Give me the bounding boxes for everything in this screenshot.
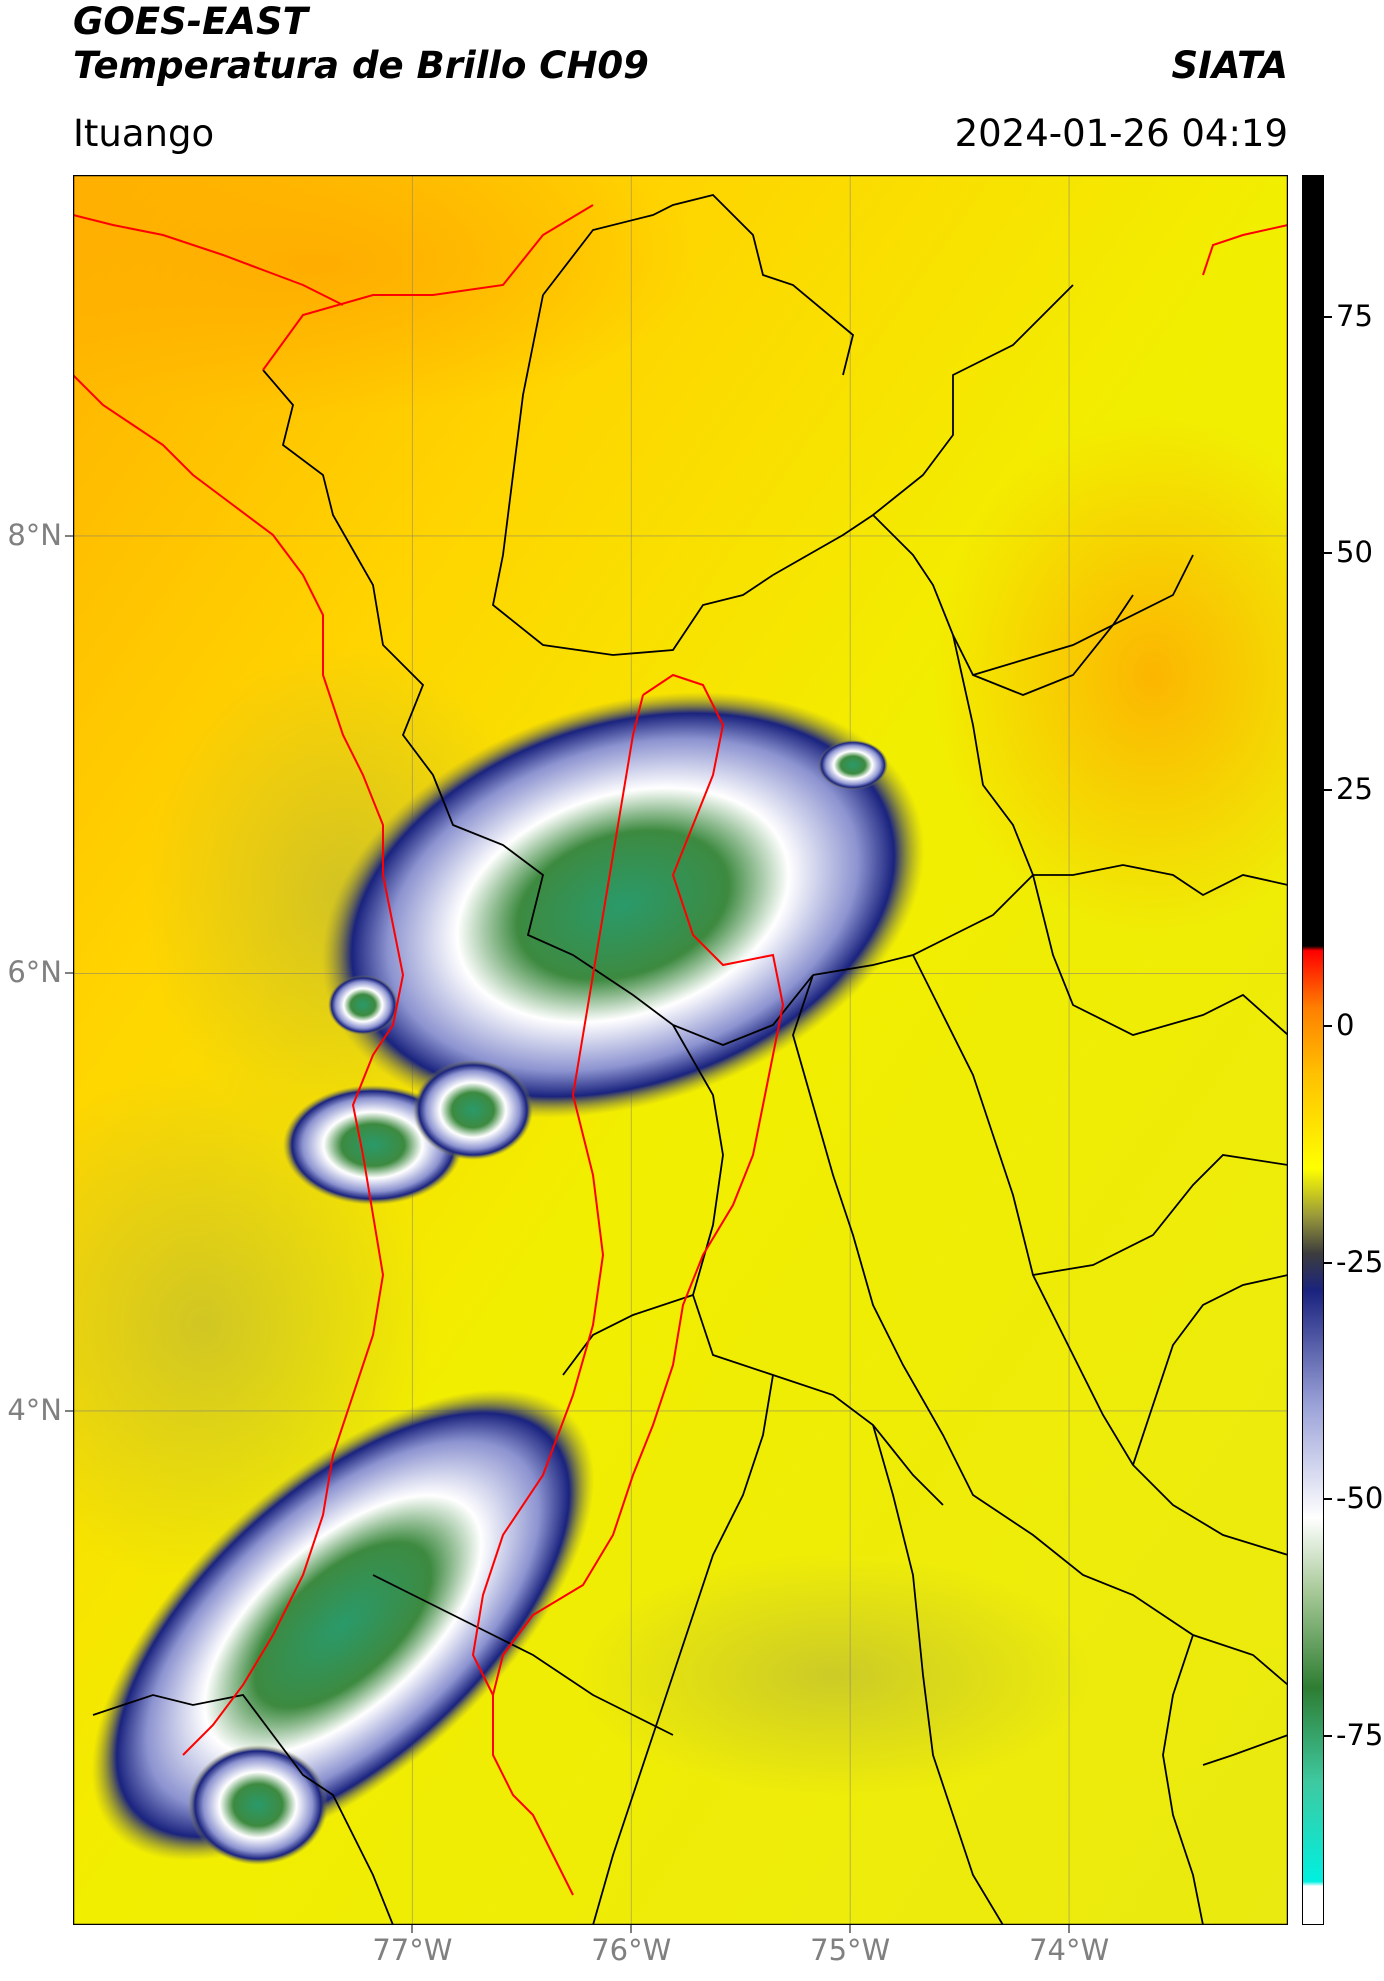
lon-tick-mark — [1068, 1925, 1071, 1933]
colorbar-tick-label: -50 — [1336, 1481, 1384, 1516]
colorbar-tick-label: 50 — [1336, 535, 1373, 570]
coastline-and-highlight-boundary — [73, 204, 1288, 1896]
lat-tick-mark — [65, 1409, 73, 1412]
datetime-label: 2024-01-26 04:19 — [954, 112, 1288, 155]
colorbar-tick-label: -75 — [1336, 1717, 1384, 1752]
colorbar-tick-mark — [1324, 1025, 1332, 1028]
lat-tick-label: 6°N — [7, 955, 62, 990]
cloud-cluster-south — [91, 1389, 595, 1865]
colorbar-tick-label: 0 — [1336, 1008, 1355, 1043]
cloud-cluster-north — [283, 692, 925, 1205]
colorbar-tick-label: 75 — [1336, 298, 1373, 333]
lon-tick-label: 76°W — [591, 1933, 672, 1967]
lat-tick-mark — [65, 972, 73, 975]
colorbar-tick-label: -25 — [1336, 1244, 1384, 1279]
department-boundaries — [92, 194, 1288, 1925]
lon-tick-mark — [411, 1925, 414, 1933]
colorbar-tick-label: 25 — [1336, 771, 1373, 806]
lat-tick-label: 8°N — [7, 517, 62, 552]
colorbar-tick-mark — [1324, 315, 1332, 318]
lat-tick-mark — [65, 534, 73, 537]
lon-tick-mark — [849, 1925, 852, 1933]
temperature-colorbar — [1302, 175, 1324, 1925]
colorbar-tick-mark — [1324, 1734, 1332, 1737]
lon-tick-label: 74°W — [1029, 1933, 1110, 1967]
lon-tick-mark — [630, 1925, 633, 1933]
colorbar-tick-mark — [1324, 552, 1332, 555]
product-title: Temperatura de Brillo CH09 — [73, 44, 649, 87]
colorbar-tick-mark — [1324, 788, 1332, 791]
lat-tick-label: 4°N — [7, 1392, 62, 1427]
satellite-title: GOES-EAST — [73, 0, 308, 43]
map-frame — [73, 175, 1288, 1925]
lon-tick-label: 77°W — [372, 1933, 453, 1967]
colorbar-tick-mark — [1324, 1498, 1332, 1501]
colorbar-tick-mark — [1324, 1261, 1332, 1264]
agency-label: SIATA — [1171, 44, 1288, 87]
lon-tick-label: 75°W — [810, 1933, 891, 1967]
brightness-temperature-map — [73, 175, 1288, 1925]
location-label: Ituango — [73, 112, 215, 155]
